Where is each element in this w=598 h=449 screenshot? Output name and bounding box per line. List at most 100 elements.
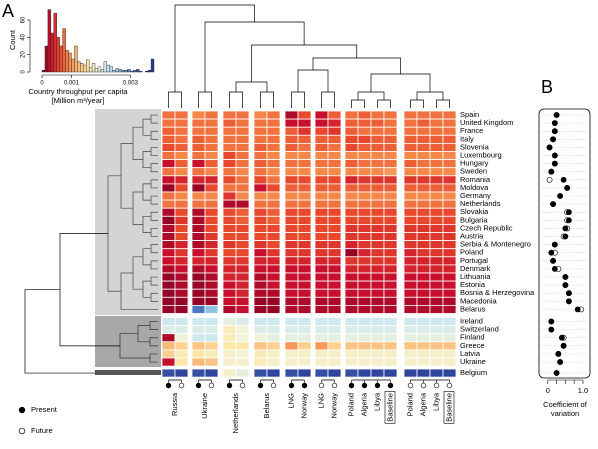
heatmap-cell	[383, 207, 398, 217]
heatmap-cell	[297, 232, 312, 242]
heatmap-cell	[204, 264, 219, 274]
heatmap-cell	[284, 296, 299, 306]
scenario-marker	[208, 382, 215, 389]
heatmap-cell	[429, 126, 444, 136]
heatmap-cell	[429, 264, 444, 274]
heatmap-cell	[357, 256, 372, 266]
heatmap-cell	[314, 333, 329, 343]
heatmap-cell	[357, 199, 372, 209]
heatmap-cell	[161, 368, 176, 378]
heatmap-cell	[442, 357, 457, 367]
heatmap-cell	[442, 223, 457, 233]
heatmap-cell	[429, 357, 444, 367]
heatmap-cell	[403, 240, 418, 250]
row-label: Netherlands	[460, 199, 501, 208]
heatmap-cell	[416, 232, 431, 242]
heatmap-cell	[297, 175, 312, 185]
heatmap-cell	[161, 264, 176, 274]
dot	[562, 233, 569, 240]
scenario-marker	[361, 382, 368, 389]
heatmap-cell	[297, 333, 312, 343]
heatmap-cell	[204, 207, 219, 217]
heatmap-cell	[191, 240, 206, 250]
heatmap-cell	[174, 126, 189, 136]
heatmap-cell	[253, 317, 268, 327]
scenario-marker	[226, 382, 233, 389]
heatmap-cell	[191, 333, 206, 343]
histogram-bar	[91, 63, 96, 73]
heatmap-cell	[327, 183, 342, 193]
heatmap-cell	[161, 349, 176, 359]
heatmap-cell	[191, 207, 206, 217]
heatmap-cell	[204, 341, 219, 351]
heatmap-cell	[235, 256, 250, 266]
heatmap-cell	[222, 223, 237, 233]
heatmap-cell	[383, 183, 398, 193]
heatmap-cell	[403, 304, 418, 314]
heatmap-cell	[161, 126, 176, 136]
heatmap-cell	[327, 357, 342, 367]
row-label: Poland	[460, 248, 483, 257]
heatmap-cell	[284, 183, 299, 193]
heatmap-cell	[327, 317, 342, 327]
dot	[557, 193, 564, 199]
histogram-bar	[100, 69, 105, 73]
panel-label: A	[2, 1, 14, 21]
heatmap-cell	[357, 317, 372, 327]
column-dendrogram	[351, 99, 365, 108]
cluster-box	[95, 370, 161, 375]
x-axis-label: Country throughput per capita	[28, 87, 128, 96]
heatmap-cell	[314, 264, 329, 274]
heatmap-cell	[253, 288, 268, 298]
histogram-bar	[44, 45, 49, 73]
heatmap-cell	[266, 118, 281, 128]
heatmap-cell	[327, 288, 342, 298]
heatmap-cell	[344, 357, 359, 367]
heatmap-cell	[357, 215, 372, 225]
heatmap-cell	[442, 333, 457, 343]
heatmap-cell	[235, 325, 250, 335]
heatmap-cell	[266, 240, 281, 250]
heatmap-cell	[442, 341, 457, 351]
x-tick-label: 0	[546, 386, 550, 395]
heatmap-cell	[403, 272, 418, 282]
heatmap-cell	[370, 191, 385, 201]
heatmap-cell	[429, 134, 444, 144]
heatmap-cell	[357, 167, 372, 177]
heatmap-cell	[429, 207, 444, 217]
heatmap-cell	[370, 110, 385, 120]
heatmap-cell	[222, 248, 237, 258]
heatmap-cell	[344, 296, 359, 306]
heatmap-cell	[429, 349, 444, 359]
scenario-marker	[433, 382, 440, 389]
heatmap-cell	[284, 357, 299, 367]
heatmap-cell	[174, 110, 189, 120]
heatmap-cell	[284, 110, 299, 120]
column-dendrogram	[198, 91, 212, 108]
heatmap-cell	[416, 110, 431, 120]
heatmap-cell	[161, 215, 176, 225]
heatmap-cell	[344, 191, 359, 201]
heatmap-cell	[429, 215, 444, 225]
heatmap-cell	[383, 288, 398, 298]
heatmap-cell	[442, 349, 457, 359]
heatmap-cell	[442, 304, 457, 314]
dot	[560, 176, 567, 183]
x-tick-label: 0	[40, 81, 44, 87]
histogram-bar	[56, 37, 60, 73]
heatmap-cell	[344, 368, 359, 378]
heatmap-cell	[297, 207, 312, 217]
heatmap-cell	[297, 248, 312, 258]
heatmap-cell	[266, 142, 281, 152]
row-label: Serbia & Montenegro	[460, 240, 531, 249]
heatmap-cell	[266, 183, 281, 193]
histogram-bar	[68, 52, 72, 73]
column-dendrogram	[204, 21, 305, 92]
heatmap-cell	[344, 317, 359, 327]
heatmap-cell	[204, 134, 219, 144]
x-axis-label: Coefficient of	[543, 400, 588, 409]
heatmap-cell	[235, 126, 250, 136]
row-label: Sweden	[460, 167, 487, 176]
heatmap-cell	[357, 264, 372, 274]
heatmap-cell	[403, 191, 418, 201]
